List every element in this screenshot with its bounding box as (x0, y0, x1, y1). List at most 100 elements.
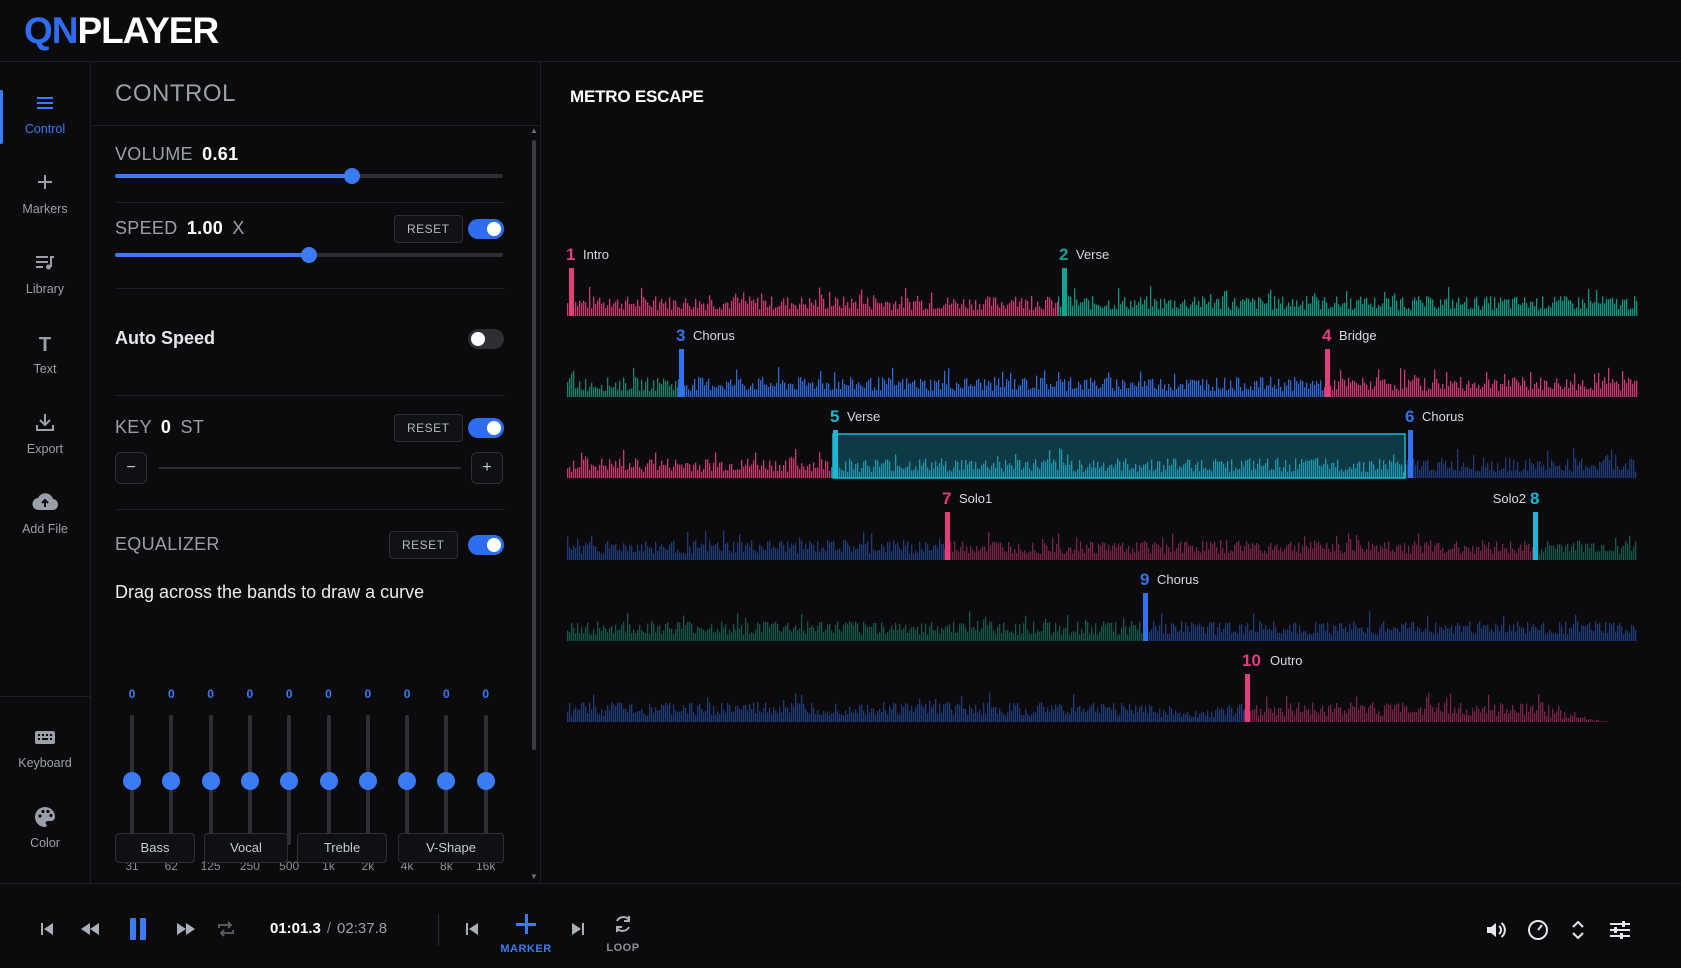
add-marker-button[interactable]: MARKER (500, 912, 552, 955)
key-slider[interactable] (158, 467, 461, 469)
eq-band-handle[interactable] (437, 772, 456, 790)
waveform-bar (587, 458, 589, 478)
equalizer-reset-button[interactable]: RESET (389, 531, 458, 559)
waveform-bar (573, 545, 575, 560)
key-reset-button[interactable]: RESET (394, 414, 463, 442)
eq-band-handle[interactable] (319, 772, 338, 790)
sidebar-item-markers[interactable]: Markers (0, 160, 90, 232)
marker-7[interactable]: 7 Solo1 (942, 489, 992, 560)
waveform-bar (1126, 388, 1128, 397)
eq-band-handle[interactable] (280, 772, 299, 790)
preset-treble-button[interactable]: Treble (297, 833, 387, 863)
waveform-row[interactable] (567, 286, 1638, 316)
speed-reset-button[interactable]: RESET (394, 215, 463, 243)
waveform-bar (779, 707, 781, 722)
preset-vshape-button[interactable]: V-Shape (398, 833, 504, 863)
eq-band-handle[interactable] (123, 772, 141, 790)
marker-6[interactable]: 6 Chorus (1405, 407, 1464, 478)
next-marker-icon[interactable] (569, 920, 587, 943)
eq-band-handle[interactable] (162, 772, 181, 790)
marker-line[interactable] (945, 512, 950, 560)
preset-bass-button[interactable]: Bass (115, 833, 195, 863)
waveform-bar (1574, 373, 1576, 397)
eq-band-handle[interactable] (201, 772, 220, 790)
fast-forward-icon[interactable] (175, 920, 197, 943)
waveform-bar (1332, 307, 1334, 316)
eq-band-handle[interactable] (476, 772, 495, 790)
waveform-bar (709, 463, 711, 478)
speed-slider[interactable] (115, 247, 503, 263)
speed-slider-handle[interactable] (301, 247, 317, 263)
marker-line[interactable] (1408, 430, 1413, 478)
marker-line[interactable] (569, 268, 574, 316)
marker-5[interactable]: 5 Verse (830, 407, 880, 478)
panel-scrollbar[interactable] (532, 140, 536, 750)
sidebar-item-library[interactable]: Library (0, 240, 90, 312)
eq-band-handle[interactable] (398, 772, 417, 790)
waveform-row[interactable] (567, 530, 1637, 560)
repeat-icon[interactable] (216, 920, 236, 943)
expand-collapse-icon[interactable] (1570, 919, 1586, 946)
waveform-bar (1508, 299, 1510, 316)
waveform-bar (750, 386, 752, 397)
eq-band-handle[interactable] (240, 772, 259, 790)
scroll-down-icon[interactable]: ▼ (530, 872, 538, 881)
volume-slider-handle[interactable] (343, 168, 360, 184)
marker-line[interactable] (1325, 349, 1330, 397)
previous-marker-icon[interactable] (463, 920, 481, 943)
waveform-bar (1583, 470, 1585, 478)
skip-start-icon[interactable] (38, 920, 56, 943)
eq-band-handle[interactable] (358, 772, 377, 790)
equalizer-toggle[interactable] (468, 535, 504, 555)
volume-slider[interactable] (115, 168, 503, 184)
marker-1[interactable]: 1 Intro (566, 245, 609, 316)
waveform-row[interactable] (567, 611, 1637, 641)
waveform-bar (1526, 544, 1528, 560)
speed-gauge-icon[interactable] (1527, 919, 1549, 946)
key-label: KEY 0 ST (115, 417, 204, 438)
app-logo[interactable]: QNPLAYER (24, 10, 219, 52)
waveform-area[interactable]: METRO ESCAPE 1 Intro 2 Verse 3 Chorus 4 Bridge 5… (541, 62, 1681, 883)
waveform-bar (1216, 377, 1218, 397)
volume-icon[interactable] (1485, 920, 1507, 945)
key-toggle[interactable] (468, 418, 504, 438)
auto-speed-toggle[interactable] (468, 329, 504, 349)
loop-region[interactable] (832, 433, 1406, 479)
settings-sliders-icon[interactable] (1609, 920, 1631, 945)
sidebar-item-color[interactable]: Color (0, 794, 90, 866)
scroll-up-icon[interactable]: ▲ (530, 126, 538, 135)
waveform-bar (1201, 626, 1203, 641)
waveform-bar (789, 548, 791, 560)
marker-line[interactable] (1245, 674, 1250, 722)
waveform-bar (1613, 468, 1615, 478)
marker-line[interactable] (1533, 512, 1538, 560)
loop-button[interactable]: LOOP (602, 913, 644, 954)
key-increase-button[interactable]: + (471, 452, 503, 484)
pause-button[interactable] (127, 916, 149, 947)
marker-line[interactable] (833, 430, 838, 478)
sidebar-item-add-file[interactable]: Add File (0, 480, 90, 552)
marker-9[interactable]: 9 Chorus (1140, 570, 1199, 641)
marker-10[interactable]: 10 Outro (1242, 651, 1303, 722)
waveform-row[interactable] (567, 448, 1637, 478)
sidebar-item-control[interactable]: Control (0, 80, 90, 152)
sidebar-item-text[interactable]: T Text (0, 320, 90, 392)
marker-line[interactable] (679, 349, 684, 397)
waveform-bar (845, 461, 847, 478)
waveform-row[interactable] (567, 367, 1638, 397)
sidebar-item-export[interactable]: Export (0, 400, 90, 472)
marker-line[interactable] (1143, 593, 1148, 641)
marker-line[interactable] (1062, 268, 1067, 316)
waveform-canvas[interactable]: 1 Intro 2 Verse 3 Chorus 4 Bridge 5 Verse 6 Chorus 7… (541, 62, 1681, 883)
rewind-icon[interactable] (79, 920, 101, 943)
preset-vocal-button[interactable]: Vocal (204, 833, 288, 863)
sidebar-item-keyboard[interactable]: Keyboard (0, 714, 90, 786)
waveform-row[interactable] (567, 692, 1608, 722)
waveform-bar (1035, 306, 1037, 316)
key-decrease-button[interactable]: − (115, 452, 147, 484)
speed-toggle[interactable] (468, 219, 504, 239)
marker-2[interactable]: 2 Verse (1059, 245, 1109, 316)
marker-4[interactable]: 4 Bridge (1322, 326, 1377, 397)
marker-3[interactable]: 3 Chorus (676, 326, 735, 397)
